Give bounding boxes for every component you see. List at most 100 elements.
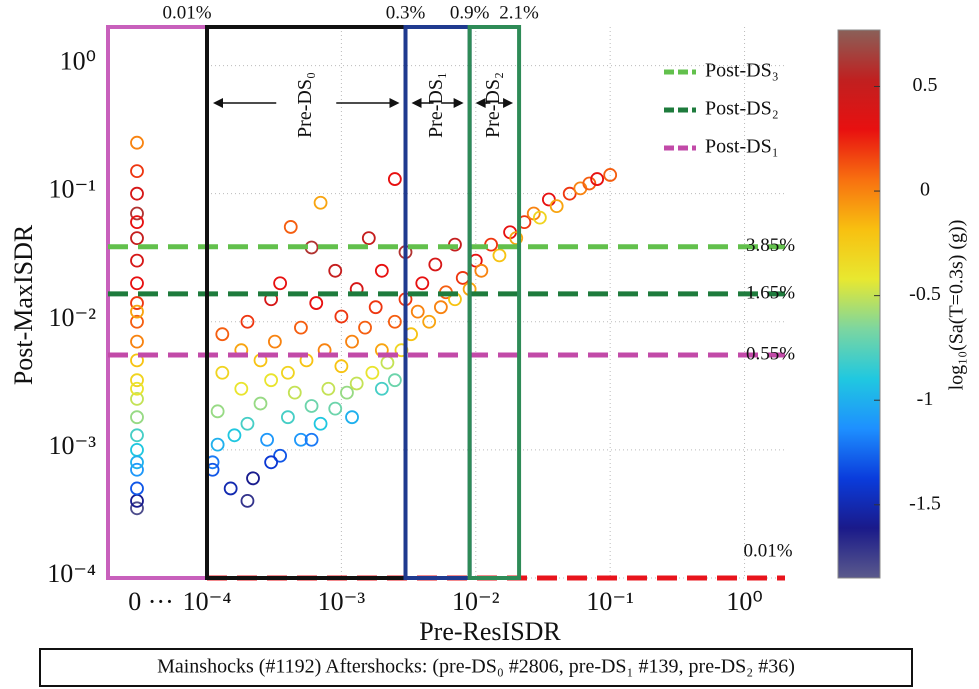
point (294, 432, 308, 447)
point (130, 304, 144, 319)
point (368, 300, 383, 315)
point (603, 168, 618, 182)
point (365, 365, 380, 380)
point (267, 334, 282, 349)
point (130, 353, 144, 368)
point (130, 428, 144, 443)
point (328, 263, 343, 278)
zero-region (106, 25, 209, 580)
point (260, 432, 274, 447)
point (294, 320, 308, 335)
threshold-label: 1.65% (746, 282, 795, 303)
point (273, 448, 288, 463)
point (334, 359, 349, 374)
point (374, 381, 389, 396)
point (130, 392, 144, 406)
point (474, 263, 489, 278)
y-tick-label: 10⁻² (48, 303, 96, 332)
y-axis-title: Post-MaxISDR (9, 224, 38, 385)
point (455, 271, 470, 285)
point (358, 320, 372, 335)
threshold-label: 3.85% (746, 235, 795, 256)
point (240, 314, 255, 329)
point (387, 314, 402, 329)
region-box (467, 25, 522, 580)
point (321, 381, 336, 396)
baseline-label: 0.01% (743, 540, 792, 561)
footnote: Mainshocks (#1192) Aftershocks: (pre-DS₀… (157, 656, 795, 678)
region-label: Pre-DS₂ (482, 72, 504, 138)
point (304, 399, 319, 413)
y-tick-label: 10⁻³ (48, 431, 96, 460)
point (428, 257, 443, 272)
point (590, 172, 605, 186)
point (130, 276, 144, 291)
point (130, 314, 144, 329)
boundary-label: 0.01% (162, 2, 211, 23)
colorbar (837, 29, 881, 579)
point (130, 164, 144, 179)
point (130, 231, 144, 246)
x-axis-title: Pre-ResISDR (419, 617, 561, 646)
legend-label: Post-DS₁ (705, 136, 779, 158)
boundary-label: 0.3% (386, 2, 426, 23)
colorbar-tick-label: 0 (920, 179, 930, 201)
point (281, 365, 295, 380)
point (361, 231, 376, 246)
colorbar-tick-label: -0.5 (909, 283, 941, 305)
point (313, 416, 328, 431)
point (304, 432, 319, 447)
colorbar-tick-label: -1.5 (909, 492, 941, 514)
point (223, 481, 238, 496)
point (582, 176, 597, 191)
point (130, 410, 144, 425)
point (130, 135, 144, 150)
point (130, 455, 144, 470)
x-tick-label: 10⁰ (726, 587, 762, 616)
point (562, 186, 577, 201)
point (264, 373, 279, 388)
boundary-label: 0.9% (450, 2, 490, 23)
point (345, 334, 359, 349)
point (240, 416, 255, 431)
x-tick-label: 10⁻³ (318, 587, 366, 616)
point (130, 493, 144, 508)
point (309, 296, 324, 310)
point (130, 215, 144, 229)
point (287, 385, 302, 400)
point (345, 410, 359, 425)
point (340, 385, 354, 400)
legend-label: Post-DS₃ (705, 60, 779, 82)
point (422, 314, 437, 329)
point (130, 253, 144, 268)
point (210, 404, 225, 419)
legend-label: Post-DS₂ (705, 98, 779, 120)
x-tick-label: 0 ··· (128, 587, 173, 616)
point (283, 220, 298, 234)
point (374, 263, 389, 278)
point (410, 304, 425, 319)
y-tick-label: 10⁰ (60, 47, 96, 76)
region-label: Pre-DS₀ (294, 72, 316, 138)
point (215, 327, 230, 342)
point (240, 493, 255, 508)
colorbar-title: log₁₀(Sa(T=0.3s) (g)) (946, 220, 968, 391)
colorbar-tick-label: 0.5 (913, 74, 938, 96)
point (509, 231, 524, 246)
boundary-label: 2.1% (499, 2, 539, 23)
point (227, 428, 242, 443)
x-tick-label: 10⁻¹ (586, 587, 634, 616)
colorbar-tick-label: -1 (917, 388, 934, 410)
point (492, 248, 507, 263)
point (130, 381, 144, 396)
point (130, 442, 144, 457)
point (130, 501, 144, 516)
y-tick-label: 10⁻¹ (48, 175, 96, 204)
point (234, 381, 249, 396)
point (130, 296, 144, 310)
point (281, 410, 295, 425)
point (273, 276, 288, 291)
point (130, 334, 144, 349)
point (328, 401, 343, 416)
